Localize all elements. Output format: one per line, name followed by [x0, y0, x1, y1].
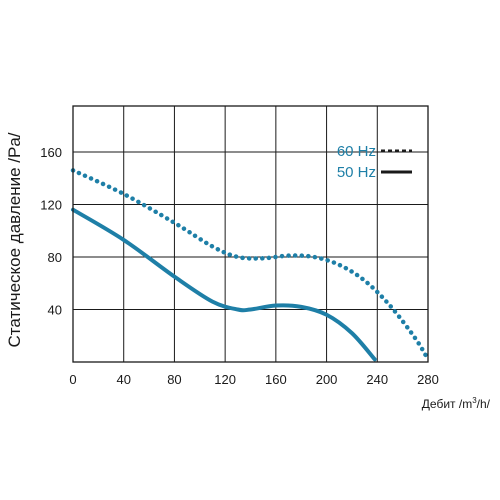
x-tick-label: 280 — [417, 372, 439, 387]
series-line-60hz — [70, 168, 431, 362]
x-tick-label: 0 — [69, 372, 76, 387]
y-tick-label: 160 — [40, 145, 62, 160]
legend-label-50hz: 50 Hz — [337, 164, 376, 181]
y-tick-labels: 40 80 120 160 — [40, 145, 62, 318]
x-tick-label: 160 — [265, 372, 287, 387]
legend-label-60hz: 60 Hz — [337, 143, 376, 160]
plot-background — [73, 106, 428, 362]
x-tick-label: 80 — [167, 372, 181, 387]
series-line-50hz — [71, 207, 377, 362]
x-tick-label: 120 — [214, 372, 236, 387]
x-tick-label: 240 — [366, 372, 388, 387]
plot-frame — [72, 105, 429, 363]
y-tick-label: 80 — [48, 250, 62, 265]
x-tick-label: 40 — [116, 372, 130, 387]
y-tick-label: 120 — [40, 197, 62, 212]
x-axis-title: Дебит /m3/h/ — [422, 396, 491, 411]
y-tick-label: 40 — [48, 302, 62, 317]
legend: 60 Hz 50 Hz — [337, 143, 412, 181]
y-axis-title: Статическое давление /Pa/ — [5, 132, 24, 347]
series-lines — [70, 168, 431, 362]
x-tick-labels: 0 40 80 120 160 200 240 280 — [69, 372, 438, 387]
x-tick-label: 200 — [316, 372, 338, 387]
grid-lines — [73, 106, 428, 362]
